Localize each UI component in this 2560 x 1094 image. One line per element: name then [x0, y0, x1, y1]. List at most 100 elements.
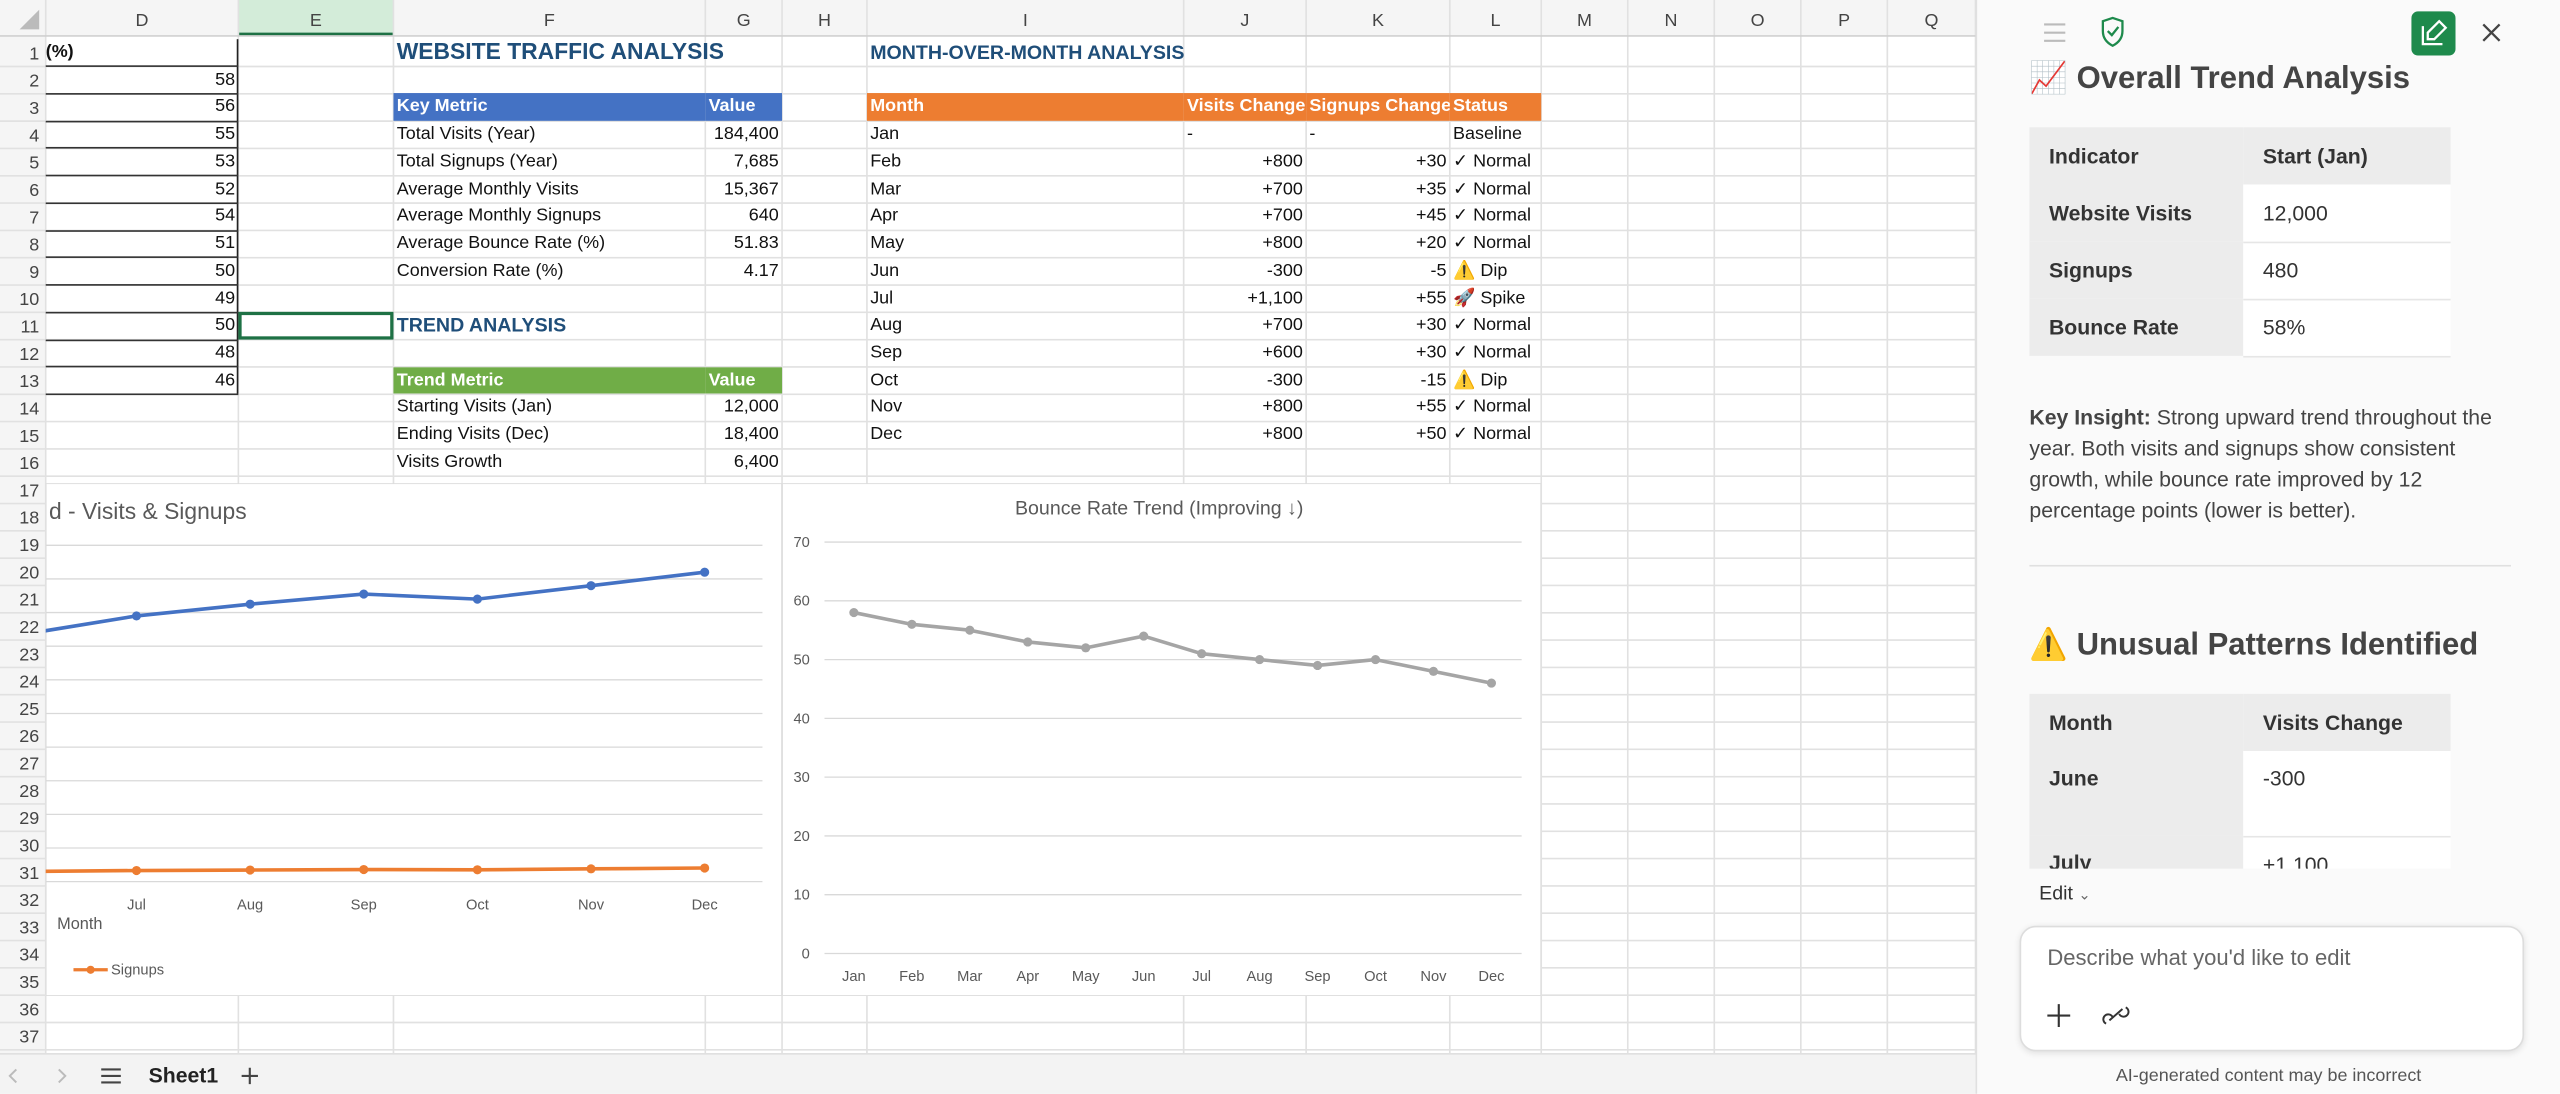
cell: -300	[1266, 370, 1303, 390]
column-letter: K	[1372, 10, 1384, 30]
column-letter: P	[1838, 10, 1850, 30]
x-tick-label: Dec	[1478, 969, 1504, 985]
row-number: 21	[19, 590, 39, 610]
cell: Total Visits (Year)	[396, 124, 536, 144]
shield-check	[2106, 26, 2120, 37]
legend-marker	[86, 965, 95, 974]
cell: 58	[215, 69, 236, 90]
x-tick-label: Apr	[1016, 969, 1039, 985]
cell: 49	[215, 288, 236, 308]
y-tick-label: 30	[793, 770, 809, 786]
data-point	[965, 625, 975, 635]
data-point	[472, 594, 482, 604]
row-number: 1	[29, 43, 39, 63]
x-axis-title: Month	[57, 915, 102, 933]
link-button[interactable]	[2102, 1006, 2130, 1025]
chevron: ⌄	[2078, 886, 2091, 903]
row-number: 37	[19, 1027, 39, 1047]
new-chat-icon	[2421, 19, 2448, 46]
sheet-menu[interactable]	[101, 1068, 121, 1084]
cell-border	[45, 92, 239, 95]
sheet-tab[interactable]: Sheet1	[148, 1062, 219, 1088]
cell: 7,685	[733, 151, 779, 172]
row-number: 32	[19, 890, 39, 910]
cell: Jan	[870, 124, 900, 144]
new-chat-button[interactable]	[2411, 11, 2456, 56]
chart-title: Bounce Rate Trend (Improving ↓)	[1015, 497, 1303, 519]
cell: +45	[1416, 206, 1447, 226]
divider	[2029, 564, 2512, 567]
cell: +800	[1262, 397, 1303, 418]
column-letter: N	[1665, 10, 1678, 30]
row-number: 11	[21, 317, 40, 337]
data-point	[586, 864, 596, 874]
prev-sheet[interactable]	[8, 1068, 18, 1084]
y-tick-label: 60	[793, 594, 809, 610]
x-tick-label: Mar	[957, 969, 982, 985]
cell: ✓ Normal	[1453, 151, 1531, 172]
cell-border	[45, 229, 239, 232]
cell: ✓ Normal	[1453, 179, 1531, 199]
y-tick-label: 70	[793, 535, 809, 551]
column-letter: E	[310, 10, 322, 30]
cell-border	[45, 393, 239, 396]
table-cell: 12,000	[2243, 184, 2451, 243]
row-number: 20	[19, 562, 39, 582]
cell: Conversion Rate (%)	[396, 260, 564, 281]
cell: -300	[1266, 260, 1303, 281]
cell: ✓ Normal	[1453, 397, 1531, 418]
cell: Dec	[870, 424, 903, 445]
cell: 15,367	[723, 179, 779, 199]
x-tick-label: Nov	[1420, 969, 1447, 985]
cell: Average Monthly Signups	[396, 206, 602, 226]
data-point	[1139, 631, 1149, 641]
row-number: 16	[19, 453, 39, 473]
chart: Bounce Rate Trend (Improving ↓) 0 10 20 30 40…	[782, 483, 1542, 996]
edit-dropdown[interactable]: Edit ⌄	[2039, 882, 2091, 905]
cell: Visits Growth	[396, 452, 503, 472]
cell: +800	[1262, 151, 1303, 172]
row-number: 13	[19, 371, 39, 391]
chart-area	[782, 483, 1542, 996]
table-row: July +1,100	[2029, 835, 2451, 869]
data-point	[1428, 666, 1439, 676]
table-header: Month	[2029, 693, 2244, 752]
cell: Mar	[870, 179, 902, 199]
cell: Nov	[870, 397, 903, 418]
x-tick-label: Jul	[127, 897, 146, 913]
cell: 184,400	[713, 124, 779, 144]
cell: ✓ Normal	[1453, 233, 1531, 254]
add-sheet[interactable]	[241, 1067, 258, 1085]
table-row: Bounce Rate 58%	[2029, 298, 2451, 357]
next-sheet[interactable]	[58, 1068, 67, 1084]
close-button[interactable]	[2482, 23, 2501, 42]
table-cell: -300	[2243, 751, 2451, 837]
cell: ⚠️ Dip	[1453, 370, 1508, 390]
column-letter: H	[818, 10, 831, 30]
prompt-box[interactable]: Describe what you'd like to edit	[2019, 925, 2525, 1052]
cell: 56	[215, 97, 236, 117]
cell: Sep	[870, 342, 903, 363]
table-cell: +1,100	[2243, 835, 2451, 869]
table-row: June -300	[2029, 751, 2451, 837]
cell: Jun	[870, 260, 900, 281]
selected-column-header	[238, 0, 394, 36]
attach-button[interactable]	[2047, 1004, 2071, 1027]
chart: d - Visits & Signups Jul Aug Sep Oct Nov Dec Mo…	[45, 483, 783, 996]
row-number: 19	[19, 535, 39, 555]
y-tick-label: 10	[793, 888, 809, 904]
cell: Apr	[870, 206, 899, 226]
panel-toolbar	[2044, 11, 2501, 56]
x-tick-label: Aug	[1247, 969, 1273, 985]
tab-icons	[8, 1067, 258, 1085]
table-cell: Signups	[2029, 241, 2244, 299]
row-number: 2	[29, 71, 39, 91]
table-cell: 480	[2243, 241, 2451, 300]
panel-menu[interactable]	[2044, 23, 2066, 42]
cell: +30	[1416, 342, 1447, 363]
section-title: 📈 Overall Trend Analysis	[2029, 62, 2410, 97]
data-point	[131, 611, 142, 621]
cell: Status	[1449, 93, 1542, 122]
cell: Oct	[870, 370, 899, 390]
row-number: 34	[19, 945, 39, 965]
